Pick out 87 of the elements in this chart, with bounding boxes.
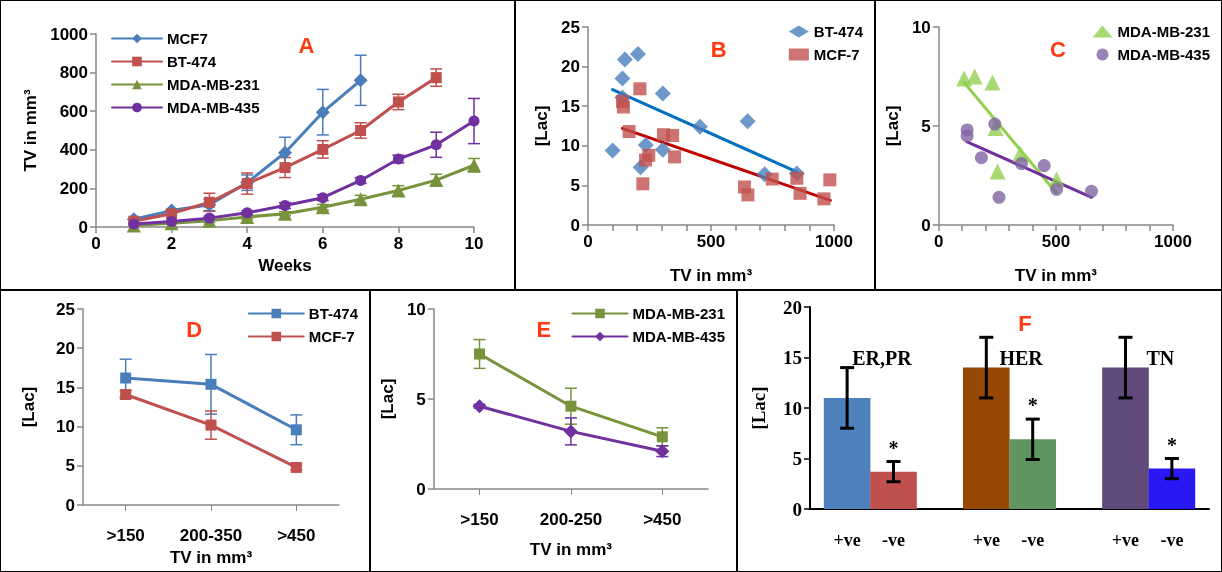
legend-label: MCF7 xyxy=(167,30,208,47)
x-axis-title: TV in mm³ xyxy=(169,548,253,567)
y-tick-label: 15 xyxy=(783,347,802,368)
x-tick-label: 0 xyxy=(91,234,101,253)
x-tick-label: >150 xyxy=(460,510,499,529)
legend-label: BT-474 xyxy=(308,305,359,322)
chart-title: D xyxy=(186,316,203,342)
legend-label: BT-474 xyxy=(813,23,864,40)
x-tick-label: +ve xyxy=(833,530,861,550)
x-tick-label: >450 xyxy=(277,526,316,546)
x-tick-label: 200-250 xyxy=(539,510,603,529)
annotation: * xyxy=(1166,433,1177,456)
x-tick-label: 1000 xyxy=(815,232,853,251)
x-tick-label: 6 xyxy=(318,234,328,253)
legend-label: MDA-MB-435 xyxy=(632,328,726,345)
y-tick-label: 10 xyxy=(561,136,580,156)
y-tick-label: 10 xyxy=(406,299,426,319)
x-tick-label: 200-350 xyxy=(179,526,243,546)
legend-label: MDA-MB-231 xyxy=(1117,23,1211,40)
chart-title: E xyxy=(536,316,552,342)
legend-label: BT-474 xyxy=(167,53,217,70)
y-tick-label: 600 xyxy=(59,101,88,121)
y-tick-label: 5 xyxy=(65,456,75,476)
y-tick-label: 20 xyxy=(561,57,580,77)
x-tick-label: 500 xyxy=(696,232,726,251)
x-tick-label: 8 xyxy=(393,234,404,253)
x-tick-label: 1000 xyxy=(1154,232,1192,251)
chart-title: C xyxy=(1050,36,1067,62)
legend-label: MDA-MB-231 xyxy=(632,305,726,322)
y-axis-title: TV in mm³ xyxy=(21,89,41,172)
annotation: * xyxy=(1027,394,1038,417)
legend-label: MCF-7 xyxy=(308,328,355,345)
y-tick-label: 0 xyxy=(921,215,931,235)
x-axis-title: TV in mm³ xyxy=(669,266,753,285)
y-axis-title: [Lac] xyxy=(532,105,552,147)
annotation: HER xyxy=(999,346,1044,369)
y-axis-title: [Lac] xyxy=(883,105,902,147)
y-axis-title: [Lac] xyxy=(378,378,397,420)
x-tick-label: +ve xyxy=(972,530,1000,550)
y-tick-label: 5 xyxy=(921,116,931,136)
x-axis-title: Weeks xyxy=(258,256,312,275)
annotation: * xyxy=(888,436,899,459)
y-tick-label: 25 xyxy=(561,17,580,37)
y-tick-label: 15 xyxy=(561,96,580,116)
x-tick-label: 500 xyxy=(1041,232,1071,251)
y-tick-label: 0 xyxy=(65,495,75,515)
x-axis-title: TV in mm³ xyxy=(529,540,613,559)
y-axis-title: [Lac] xyxy=(19,386,38,428)
chart-title: B xyxy=(710,36,727,62)
legend-label: MCF-7 xyxy=(813,46,860,63)
annotation: TN xyxy=(1146,346,1175,369)
y-tick-label: 400 xyxy=(59,140,88,160)
x-tick-label: 0 xyxy=(583,232,593,251)
x-tick-label: 0 xyxy=(934,232,944,251)
x-tick-label: 2 xyxy=(166,234,177,253)
y-tick-label: 20 xyxy=(783,296,802,318)
legend-label: MDA-MB-435 xyxy=(1117,46,1211,63)
x-tick-label: 4 xyxy=(242,234,253,253)
chart-title: F xyxy=(1018,310,1032,336)
x-tick-label: -ve xyxy=(882,530,906,550)
y-tick-label: 10 xyxy=(911,17,931,37)
x-tick-label: -ve xyxy=(1160,530,1184,550)
y-tick-label: 10 xyxy=(56,417,75,437)
y-tick-label: 5 xyxy=(416,389,426,409)
y-tick-label: 0 xyxy=(416,479,426,499)
y-tick-label: 0 xyxy=(78,217,88,237)
y-tick-label: 200 xyxy=(59,178,88,198)
x-tick-label: >150 xyxy=(106,526,145,546)
x-axis-title: TV in mm³ xyxy=(1014,266,1098,285)
legend-label: MDA-MB-231 xyxy=(167,76,260,93)
y-tick-label: 1000 xyxy=(50,24,88,44)
y-tick-label: 10 xyxy=(783,397,802,419)
x-tick-label: 10 xyxy=(464,234,484,253)
y-tick-label: 0 xyxy=(570,215,580,235)
y-tick-label: 5 xyxy=(570,175,580,195)
chart-title: A xyxy=(298,32,315,58)
y-axis-title: [Lac] xyxy=(748,386,769,430)
x-tick-label: >450 xyxy=(643,510,682,529)
y-tick-label: 5 xyxy=(792,448,802,469)
annotation: ER,PR xyxy=(852,346,913,369)
x-tick-label: -ve xyxy=(1021,530,1045,550)
legend-label: MDA-MB-435 xyxy=(167,99,260,116)
y-tick-label: 20 xyxy=(56,338,75,358)
y-tick-label: 25 xyxy=(56,299,75,319)
y-tick-label: 15 xyxy=(56,377,75,397)
x-tick-label: +ve xyxy=(1111,530,1140,550)
y-tick-label: 800 xyxy=(59,63,88,83)
